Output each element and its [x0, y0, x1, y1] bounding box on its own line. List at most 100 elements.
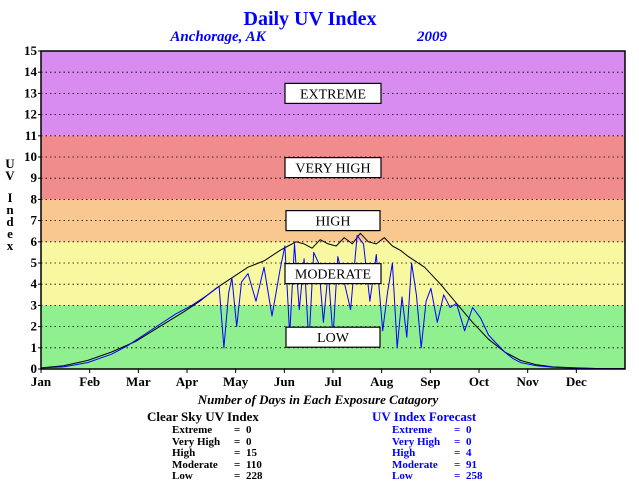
y-axis-label-char: n — [6, 202, 14, 217]
y-tick-label: 14 — [24, 64, 38, 79]
forecast-stats-value: 91 — [466, 458, 477, 471]
x-tick-label: Sep — [420, 374, 440, 389]
clear-sky-stats-label: High — [172, 447, 196, 459]
forecast-stats-row-low: Low = 258 — [392, 470, 483, 483]
y-tick-label: 11 — [25, 128, 37, 143]
y-tick-label: 0 — [31, 361, 38, 376]
forecast-stats-value: 0 — [466, 435, 472, 448]
y-axis-label-char: I — [7, 190, 12, 205]
clear-sky-stats-equals: = — [234, 435, 241, 448]
y-tick-label: 9 — [31, 170, 38, 185]
x-tick-label: Apr — [176, 374, 199, 389]
clear-sky-stats-equals: = — [234, 458, 241, 471]
chart-title: Daily UV Index — [244, 8, 377, 30]
clear-sky-stats-label: Moderate — [172, 458, 218, 471]
y-tick-label: 1 — [31, 340, 38, 355]
y-tick-label: 13 — [24, 85, 38, 100]
forecast-stats-value: 0 — [466, 424, 472, 436]
forecast-stats-row-moderate: Moderate = 91 — [392, 458, 483, 472]
y-tick-label: 8 — [31, 191, 38, 206]
y-axis-label-char: x — [7, 238, 14, 253]
gridlines — [41, 71, 625, 349]
band-label-extreme: EXTREME — [284, 82, 382, 105]
band-label-moderate: MODERATE — [284, 263, 382, 285]
y-tick-label: 10 — [24, 149, 37, 164]
clear-sky-stats-label: Very High — [172, 435, 221, 448]
band-label-high: HIGH — [285, 210, 381, 232]
series-line-clear-sky — [40, 232, 625, 370]
clear-sky-stats-row-high: High = 15 — [172, 447, 263, 460]
forecast-stats-label: High — [392, 447, 416, 459]
band-label-text: HIGH — [316, 215, 351, 230]
x-tick-label: Jan — [31, 374, 52, 389]
clear-sky-stats-row-low: Low = 228 — [172, 470, 263, 483]
chart-year: 2009 — [416, 29, 448, 45]
y-axis-label-char: V — [5, 168, 15, 183]
x-tick-label: Jul — [324, 374, 342, 389]
x-tick-label: Dec — [566, 374, 587, 389]
clear-sky-stats-value: 228 — [246, 470, 263, 482]
band-label-text: VERY HIGH — [295, 162, 370, 177]
clear-sky-stats-equals: = — [234, 424, 241, 436]
clear-sky-stats-label: Extreme — [172, 424, 213, 436]
clear-sky-stats-row-very-high: Very High = 0 — [172, 435, 263, 449]
band-labels: LOW MODERATE HIGH VERY HIGH EXTREME — [284, 82, 382, 348]
clear-sky-stats-value: 0 — [246, 424, 252, 436]
band-label-text: EXTREME — [300, 87, 366, 102]
x-tick-label: Aug — [370, 374, 394, 389]
clear-sky-stats-row-extreme: Extreme = 0 — [172, 424, 263, 437]
x-tick-label: Feb — [79, 374, 100, 389]
x-tick-label: Jun — [274, 374, 296, 389]
clear-sky-stats-label: Low — [172, 470, 193, 482]
forecast-stats-title: UV Index Forecast — [372, 409, 477, 424]
forecast-stats-equals: = — [454, 424, 461, 436]
band-label-very-high: VERY HIGH — [284, 157, 382, 179]
clear-sky-stats-value: 0 — [246, 435, 252, 448]
forecast-stats-label: Low — [392, 470, 413, 482]
forecast-stats-label: Moderate — [392, 458, 438, 471]
band-label-box — [285, 326, 381, 348]
y-tick-label: 5 — [31, 255, 38, 270]
chart-location: Anchorage, AK — [169, 29, 266, 45]
y-axis-label-char: e — [7, 226, 13, 241]
forecast-stats-equals: = — [454, 458, 461, 471]
forecast-stats-equals: = — [454, 470, 461, 482]
band-label-box — [285, 210, 381, 232]
clear-sky-stats-equals: = — [234, 470, 241, 482]
y-axis-label-char: d — [6, 214, 14, 229]
clear-sky-stats-value: 110 — [246, 458, 262, 471]
forecast-stats-equals: = — [454, 435, 461, 448]
y-tick-label: 6 — [31, 234, 38, 249]
forecast-stats-equals: = — [454, 447, 461, 459]
y-axis-label-char: U — [5, 156, 15, 171]
forecast-stats: UV Index Forecast Extreme = 0 Very High = 0 Hi… — [372, 409, 483, 483]
forecast-stats-label: Extreme — [392, 424, 433, 436]
clear-sky-stats-value: 15 — [246, 447, 257, 459]
forecast-stats-row-very-high: Very High = 0 — [392, 435, 483, 449]
forecast-stats-row-extreme: Extreme = 0 — [392, 424, 483, 437]
y-tick-label: 12 — [24, 107, 37, 122]
band-label-box — [284, 82, 382, 105]
band-label-box — [284, 157, 382, 179]
y-tick-label: 15 — [24, 43, 38, 58]
clear-sky-stats-title: Clear Sky UV Index — [147, 409, 259, 424]
x-tick-label: Oct — [469, 374, 490, 389]
band-label-low: LOW — [285, 326, 381, 348]
band-label-text: MODERATE — [295, 268, 371, 283]
y-tick-label: 3 — [31, 297, 38, 312]
clear-sky-stats: Clear Sky UV Index Extreme = 0 Very High = 0 H… — [147, 409, 263, 483]
clear-sky-stats-equals: = — [234, 447, 241, 459]
x-tick-label: Nov — [516, 374, 539, 389]
forecast-stats-label: Very High — [392, 435, 441, 448]
forecast-stats-value: 258 — [466, 470, 483, 482]
y-tick-label: 2 — [31, 319, 38, 334]
x-tick-label: May — [223, 374, 249, 389]
forecast-stats-value: 4 — [466, 447, 472, 459]
x-tick-label: Mar — [126, 374, 151, 389]
y-tick-label: 7 — [31, 213, 38, 228]
clear-sky-stats-row-moderate: Moderate = 110 — [172, 458, 263, 472]
y-tick-label: 4 — [31, 276, 38, 291]
